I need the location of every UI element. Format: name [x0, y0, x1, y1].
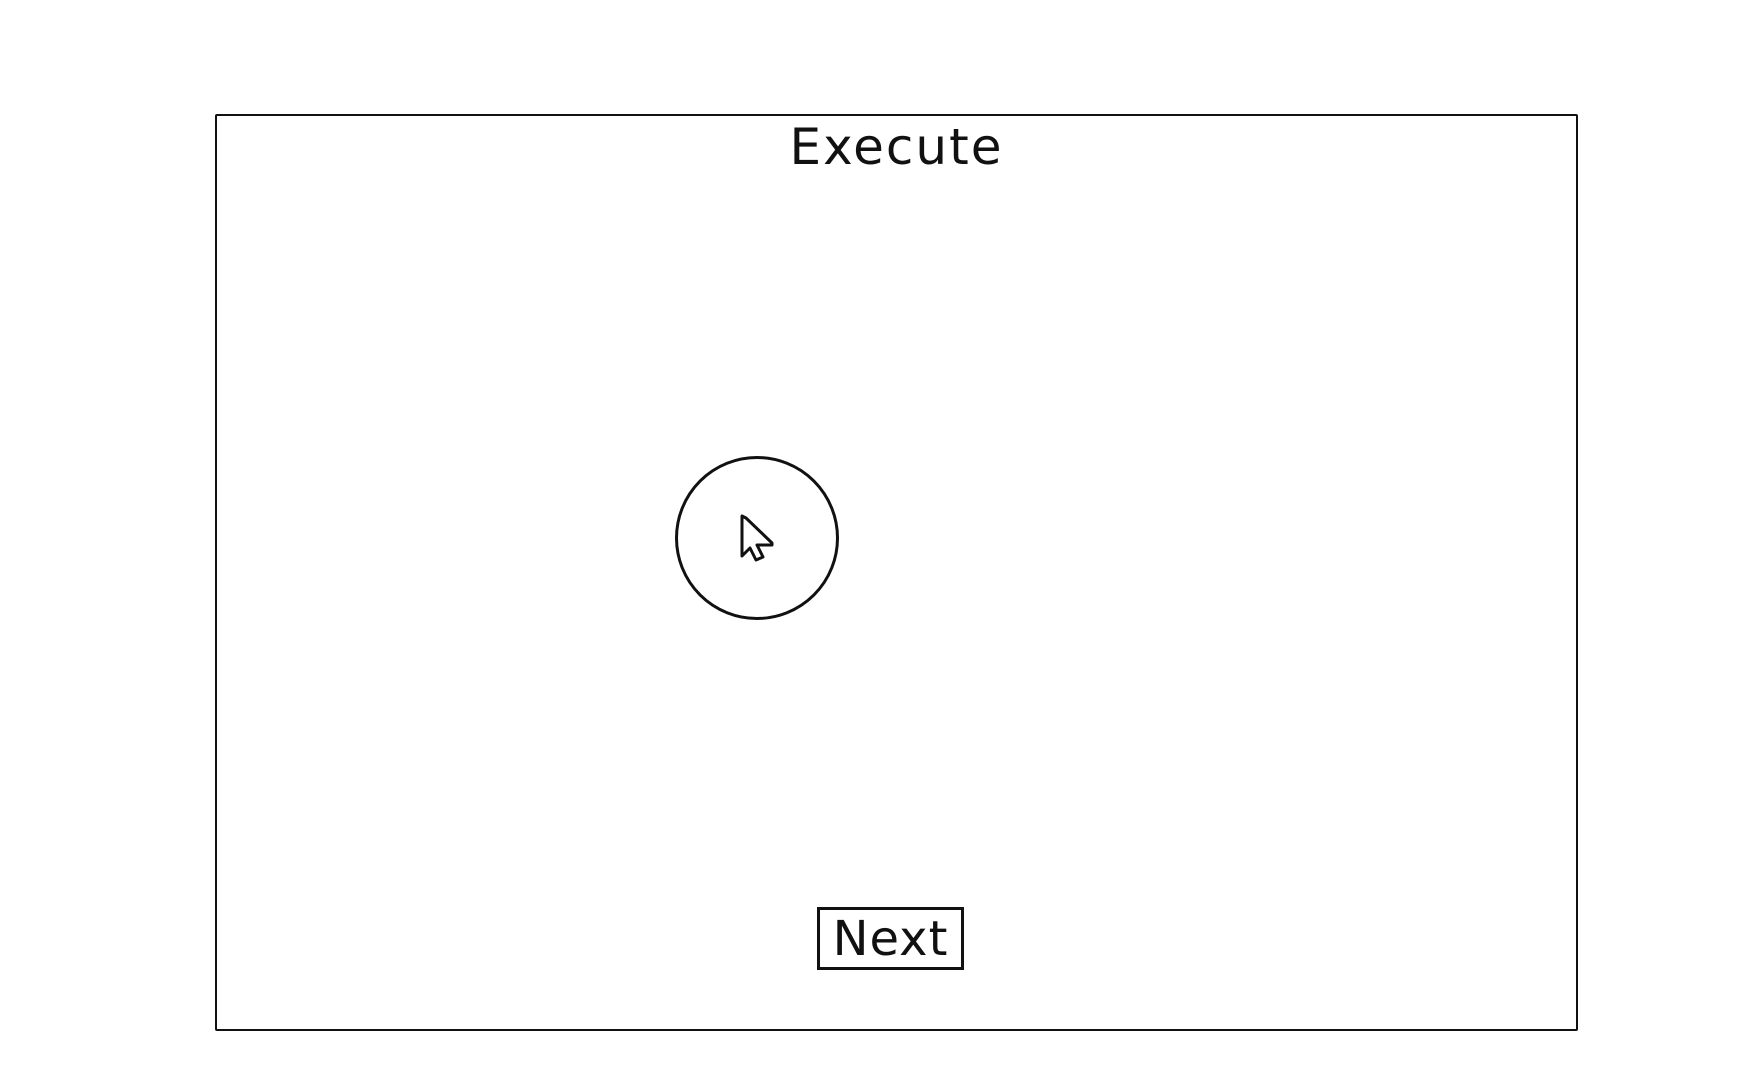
next-button[interactable]: Next: [817, 907, 964, 970]
page-title: Execute: [789, 118, 1004, 176]
click-target[interactable]: [675, 456, 839, 620]
cursor-arrow-icon: [740, 514, 774, 562]
main-panel: Execute Next: [215, 114, 1578, 1031]
